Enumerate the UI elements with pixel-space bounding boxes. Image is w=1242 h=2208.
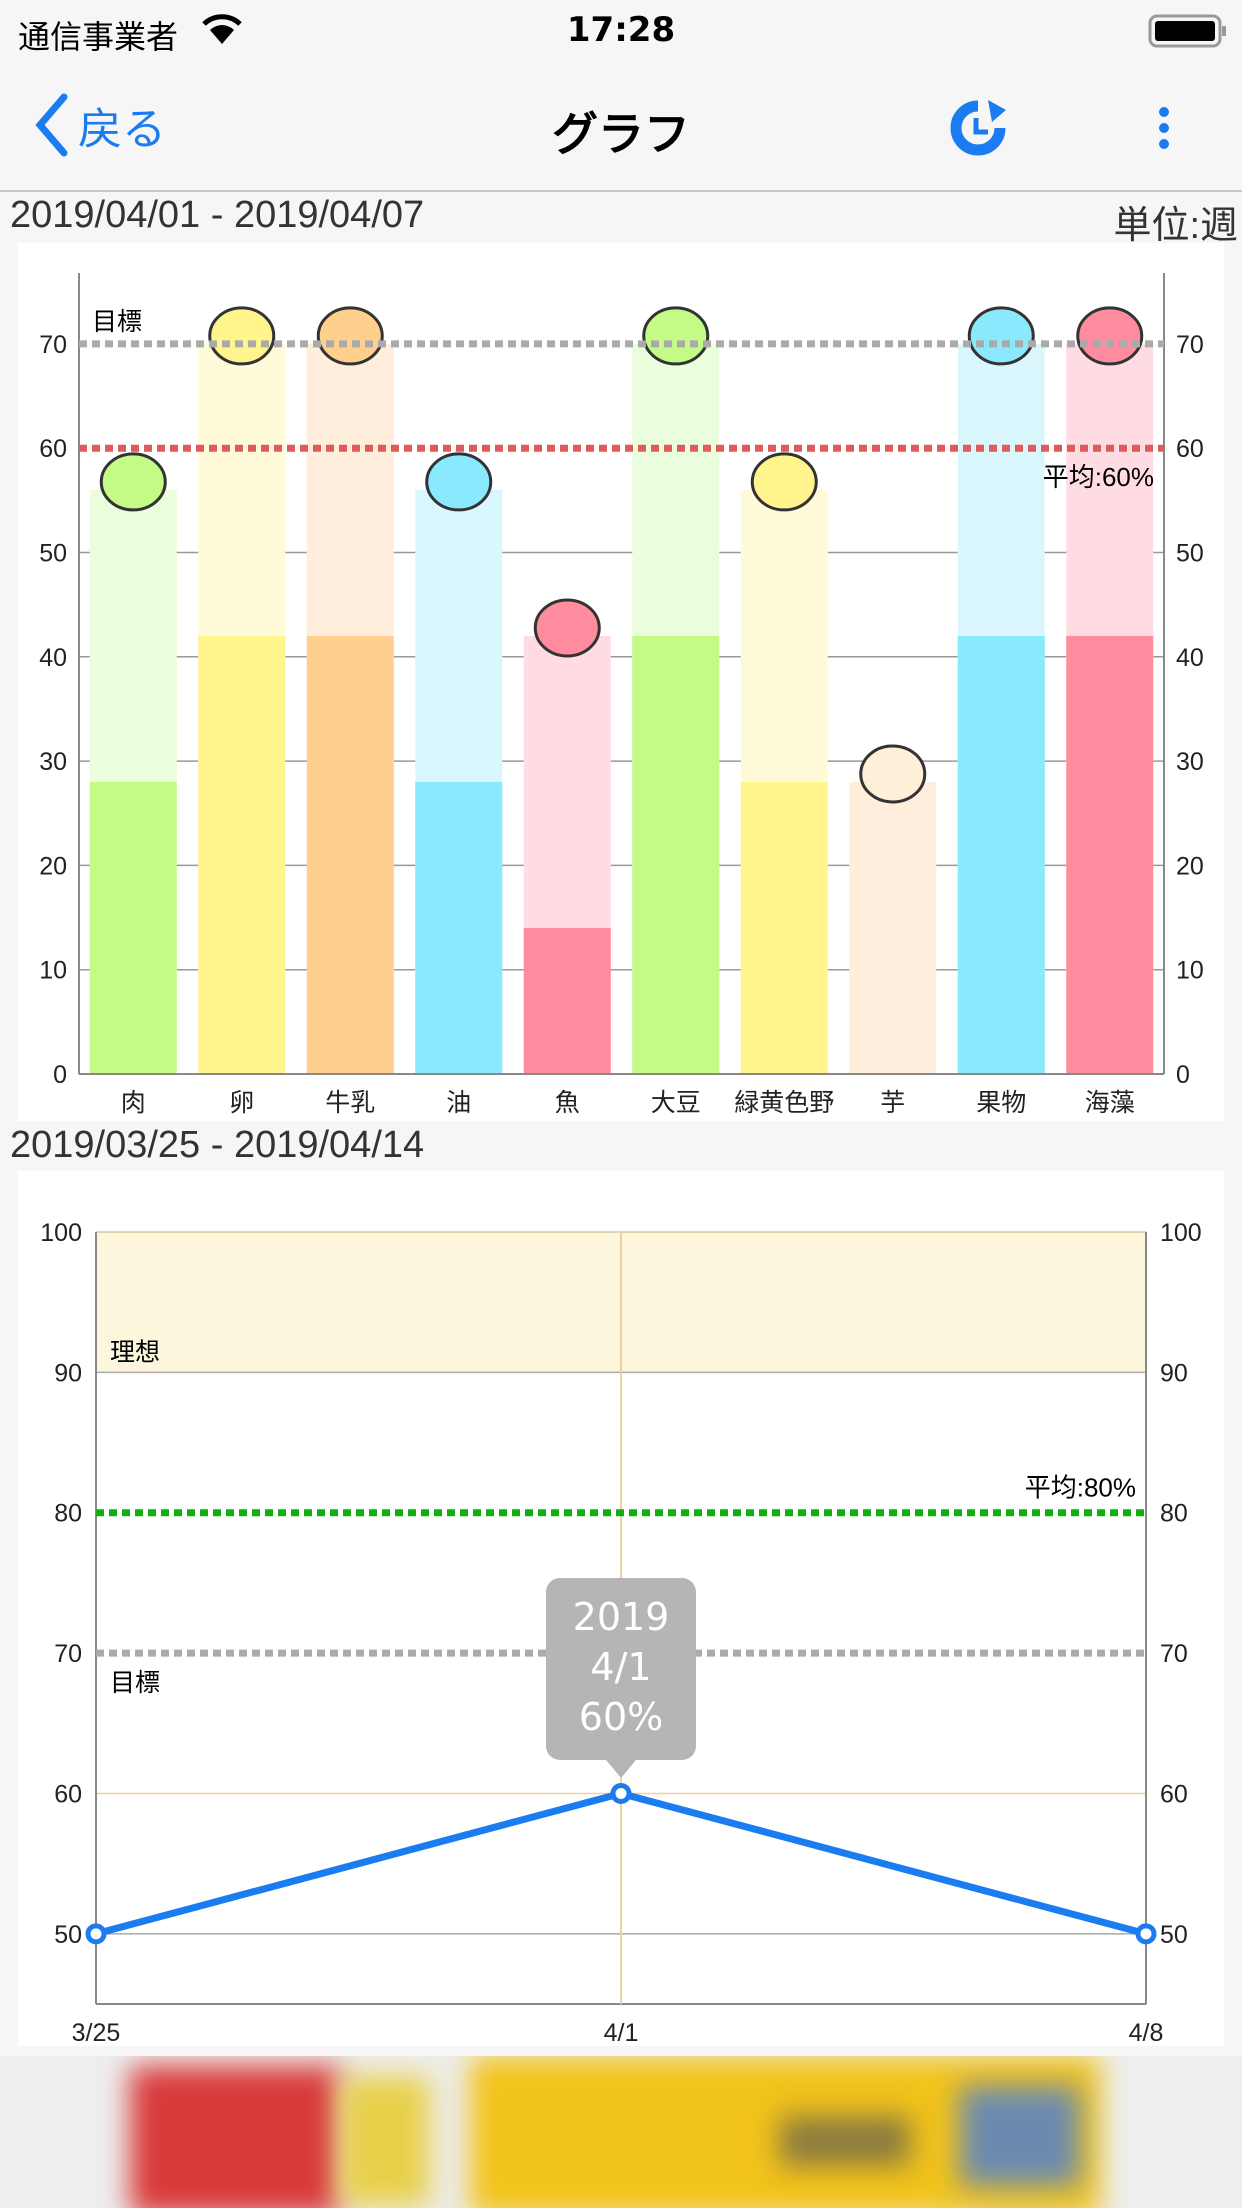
y-tick-left: 20 [39,852,67,880]
x-tick-label: 肉 [121,1089,146,1117]
bar-chart: 0 0 10 10 20 20 30 30 40 40 50 50 60 60 70 70 肉 卵 牛乳 油 魚 大豆 緑黄… [39,273,1204,1117]
y-tick-left: 0 [53,1061,67,1089]
soybean-icon [642,306,710,366]
x-tick-label: 緑黄色野 [734,1089,834,1117]
y-tick-left: 10 [39,957,67,985]
data-tooltip: 2019 4/1 60% [546,1578,696,1778]
y-tick-right: 20 [1176,852,1204,880]
x-tick-label: 牛乳 [325,1089,375,1117]
more-vertical-icon[interactable] [1150,102,1178,162]
bar-value [740,781,828,1074]
status-bar: 通信事業者 17:28 [0,0,1242,60]
battery-icon [1148,14,1226,48]
y-tick-right: 60 [1160,1780,1188,1808]
meat-icon [99,452,167,512]
x-tick-label: 油 [446,1089,471,1117]
goal-label: 目標 [92,308,142,336]
ideal-label: 理想 [110,1338,160,1366]
fish-icon [533,598,601,658]
bar-value [1066,635,1154,1074]
x-tick-label: 魚 [555,1089,580,1117]
bar-value [198,635,286,1074]
bar-value [523,927,611,1074]
y-tick-right: 70 [1176,331,1204,359]
x-tick-label: 大豆 [651,1089,701,1117]
line-chart-panel: 理想 50 50 60 60 70 70 80 80 90 90 100 100 目標 平均:80% 3/25… [18,1171,1224,2047]
x-tick-label: 4/8 [1129,2019,1164,2046]
y-tick-right: 80 [1160,1500,1188,1528]
average-label: 平均:80% [1025,1473,1136,1503]
tooltip-date: 4/1 [590,1645,652,1689]
bar-value [957,635,1045,1074]
history-icon[interactable] [948,98,1008,158]
y-tick-left: 90 [54,1359,82,1387]
y-tick-right: 40 [1176,644,1204,672]
y-tick-right: 30 [1176,748,1204,776]
y-tick-right: 50 [1176,540,1204,568]
oil-icon [425,452,493,512]
y-tick-left: 80 [54,1500,82,1528]
bar-value [306,635,394,1074]
average-label: 平均:60% [1043,462,1154,492]
x-tick-label: 4/1 [604,2019,639,2046]
seaweed-icon [1076,306,1144,366]
x-tick-label: 芋 [880,1089,905,1117]
y-tick-right: 0 [1176,1061,1190,1089]
navigation-bar: 戻る グラフ [0,60,1242,192]
y-tick-left: 50 [39,540,67,568]
line-chart-period: 2019/03/25 - 2019/04/14 [10,1124,425,1166]
y-tick-left: 60 [39,435,67,463]
y-tick-left: 40 [39,644,67,672]
milk-icon [316,306,384,366]
carrier: 通信事業者 [18,18,179,56]
x-tick-label: 果物 [976,1089,1026,1117]
goal-label: 目標 [110,1669,160,1697]
bar-chart-period: 2019/04/01 - 2019/04/07 [10,194,425,236]
unit-selector[interactable]: 単位:週 [1113,205,1238,247]
fruit-icon [967,306,1035,366]
x-tick-label: 3/25 [72,2019,121,2046]
page-title: グラフ [552,107,690,161]
y-tick-left: 70 [39,331,67,359]
bar-target [849,781,937,1074]
data-point [1135,1923,1157,1945]
back-label: 戻る [78,104,166,155]
vegetable-icon [750,452,818,512]
y-tick-right: 100 [1160,1219,1202,1247]
y-tick-right: 10 [1176,957,1204,985]
y-tick-left: 60 [54,1780,82,1808]
wifi-icon [202,14,242,44]
y-tick-right: 70 [1160,1640,1188,1668]
y-tick-right: 50 [1160,1921,1188,1949]
bar-value [632,635,720,1074]
x-tick-label: 海藻 [1085,1089,1135,1117]
egg-icon [208,306,276,366]
bar-value [89,781,177,1074]
tooltip-year: 2019 [572,1595,670,1639]
bar-chart-panel: 0 0 10 10 20 20 30 30 40 40 50 50 60 60 70 70 肉 卵 牛乳 油 魚 大豆 緑黄… [18,243,1224,1121]
y-tick-left: 100 [40,1219,82,1247]
y-tick-left: 30 [39,748,67,776]
x-tick-label: 卵 [229,1089,254,1117]
ad-banner[interactable] [0,2056,1242,2208]
y-tick-right: 60 [1176,435,1204,463]
tooltip-value: 60% [578,1695,664,1739]
bar-value [415,781,503,1074]
line-chart: 理想 50 50 60 60 70 70 80 80 90 90 100 100 目標 平均:80% 3/25… [40,1219,1202,2047]
chevron-left-icon [35,93,68,157]
clock: 17:28 [566,10,676,50]
back-button[interactable]: 戻る [34,90,166,160]
y-tick-left: 50 [54,1921,82,1949]
y-tick-right: 90 [1160,1359,1188,1387]
potato-icon [859,744,927,804]
data-point [610,1782,632,1804]
y-tick-left: 70 [54,1640,82,1668]
data-point [85,1923,107,1945]
